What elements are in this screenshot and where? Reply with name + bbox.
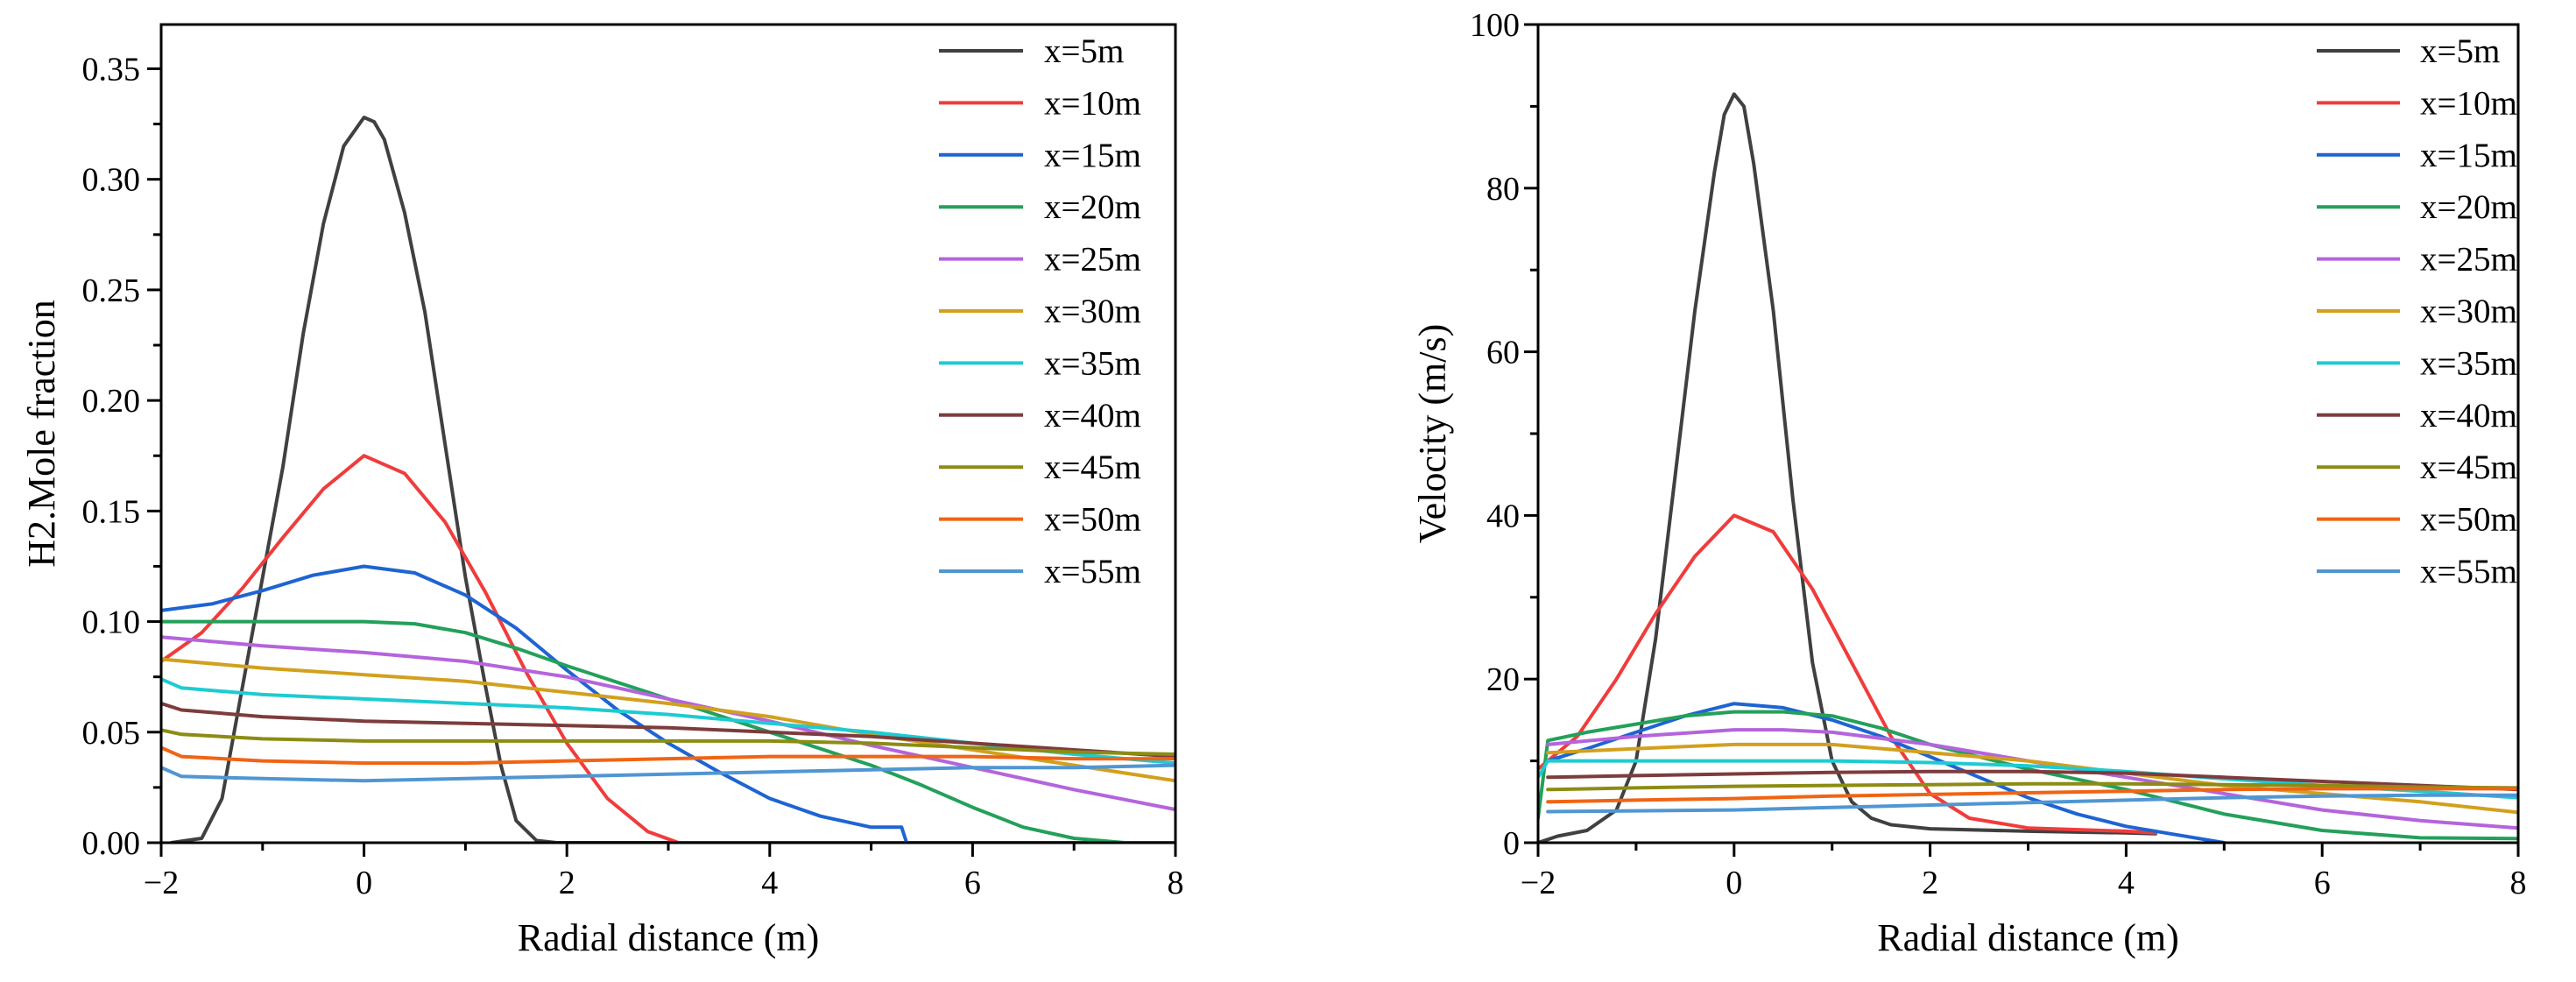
y-tick-label: 0: [1503, 825, 1520, 862]
y-tick-label: 80: [1486, 171, 1520, 208]
series-line-x-40m: [1546, 769, 2518, 792]
x-tick-label: 6: [964, 865, 981, 901]
legend-label: x=15m: [2420, 137, 2517, 174]
velocity-chart: −2 0 2 4 6 8 0 20 40 60 80 100 Radial distance (m) Ve…: [1288, 0, 2576, 982]
series-group: [1538, 92, 2518, 843]
series-line-x-25m: [161, 635, 1175, 812]
x-tick-label: 0: [356, 865, 372, 901]
x-axis-title: Radial distance (m): [1877, 916, 2179, 959]
x-tick-label: 4: [2118, 865, 2135, 901]
series-line-x-15m: [1546, 702, 2227, 843]
x-axis-title: Radial distance (m): [518, 916, 820, 959]
legend-label: x=5m: [2420, 32, 2500, 70]
legend-label: x=40m: [1044, 397, 1141, 434]
legend-label: x=45m: [1044, 449, 1141, 486]
series-line-x-40m: [161, 702, 1175, 759]
series-line-x-15m: [161, 564, 1175, 843]
x-tick-label: −2: [144, 865, 179, 901]
legend-label: x=55m: [2420, 553, 2517, 590]
x-tick-label: 2: [1922, 865, 1938, 901]
legend-label: x=55m: [1044, 553, 1141, 590]
legend-label: x=5m: [1044, 32, 1124, 70]
legend-label: x=35m: [2420, 344, 2517, 382]
plot-frame: [1536, 23, 2520, 844]
y-tick-label: 40: [1486, 498, 1520, 534]
series-line-x-5m: [1538, 92, 2157, 843]
legend-label: x=15m: [1044, 137, 1141, 174]
series-line-x-10m: [1538, 513, 2157, 835]
legend-label: x=40m: [2420, 397, 2517, 434]
series-line-x-45m: [161, 728, 1175, 756]
y-tick-label: 100: [1470, 7, 1520, 44]
series-line-x-50m: [1546, 787, 2518, 804]
legend-label: x=25m: [2420, 241, 2517, 279]
x-tick-label: 8: [2510, 865, 2527, 901]
series-line-x-25m: [1546, 728, 2518, 830]
legend-label: x=50m: [2420, 501, 2517, 539]
y-tick-label: 0.10: [82, 604, 141, 641]
y-tick-label: 0.00: [82, 825, 141, 862]
series-line-x-45m: [1546, 781, 2518, 792]
y-tick-label: 0.30: [82, 162, 141, 199]
mole-fraction-chart: −2 0 2 4 6 8 0.00 0.05 0.10 0.15 0.20 0.25 0.30 0.35 R…: [20, 23, 1184, 959]
series-line-x-5m: [169, 116, 1175, 843]
series-line-x-30m: [161, 657, 1175, 783]
y-tick-label: 0.35: [82, 51, 141, 88]
y-tick-label: 60: [1486, 335, 1520, 371]
series-line-x-20m: [1538, 710, 2518, 841]
mole-fraction-chart-svg: −2 0 2 4 6 8 0.00 0.05 0.10 0.15 0.20 0.25 0.30 0.35 R…: [20, 23, 1184, 959]
y-tick-label: 0.05: [82, 715, 141, 752]
legend-label: x=30m: [2420, 293, 2517, 330]
legend-label: x=25m: [1044, 241, 1141, 279]
y-tick-label: 0.15: [82, 493, 141, 530]
y-axis-title: Velocity (m/s): [1411, 324, 1454, 544]
x-tick-label: 4: [761, 865, 778, 901]
series-line-x-50m: [161, 745, 1175, 766]
x-tick-label: 6: [2314, 865, 2331, 901]
legend: x=5m x=10m x=15m x=20m x=25m x=30m x=35m x=40m x…: [939, 32, 1141, 590]
legend-label: x=50m: [1044, 501, 1141, 539]
legend-label: x=45m: [2420, 449, 2517, 486]
legend: x=5m x=10m x=15m x=20m x=25m x=30m x=35m x=40m x…: [2317, 32, 2517, 590]
y-tick-label: 0.20: [82, 383, 141, 420]
y-tick-label: 0.25: [82, 272, 141, 309]
x-tick-label: 2: [559, 865, 575, 901]
series-line-x-55m: [1546, 793, 2518, 814]
y-axis-title: H2.Mole fraction: [20, 300, 63, 567]
legend-label: x=20m: [2420, 188, 2517, 226]
legend-label: x=35m: [1044, 344, 1141, 382]
series-line-x-55m: [161, 763, 1175, 783]
x-tick-label: 0: [1726, 865, 1742, 901]
legend-label: x=10m: [1044, 84, 1141, 122]
legend-label: x=30m: [1044, 293, 1141, 330]
x-tick-label: 8: [1168, 865, 1184, 901]
series-group: [161, 116, 1175, 843]
x-tick-label: −2: [1521, 865, 1556, 901]
legend-label: x=20m: [1044, 188, 1141, 226]
series-line-x-20m: [161, 619, 1175, 843]
series-line-x-10m: [161, 454, 1175, 843]
y-tick-label: 20: [1486, 661, 1520, 698]
legend-label: x=10m: [2420, 84, 2517, 122]
